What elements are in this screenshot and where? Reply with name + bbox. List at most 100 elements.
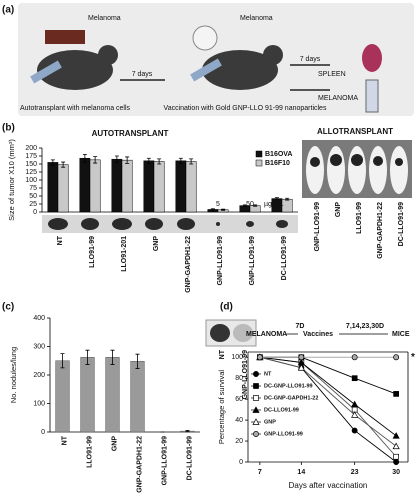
syringe bbox=[190, 58, 222, 82]
bar bbox=[79, 157, 91, 213]
legend-marker bbox=[253, 383, 259, 389]
legend-label: B16OVA bbox=[265, 151, 293, 158]
error-bar bbox=[185, 430, 190, 433]
x-tick-label: 23 bbox=[351, 469, 359, 476]
bar bbox=[89, 159, 101, 213]
error-bar bbox=[125, 156, 130, 164]
point bbox=[351, 427, 358, 434]
bar bbox=[185, 161, 197, 213]
photo-label: LLO91-99 bbox=[356, 202, 363, 234]
legend-label: NT bbox=[264, 371, 272, 377]
inset-label: GNP-LLO91-99 bbox=[242, 350, 249, 400]
legend-swatch bbox=[255, 150, 263, 158]
x-tick-label: LLO91-99 bbox=[89, 236, 96, 268]
lung-image bbox=[233, 324, 253, 342]
error-bar bbox=[93, 156, 98, 164]
tube-image bbox=[365, 79, 379, 113]
y-tick-label: 60 bbox=[235, 396, 243, 403]
error-bar bbox=[178, 157, 183, 164]
error-bar bbox=[135, 353, 140, 369]
caption: Vaccination with Gold GNP-LLO 91-99 nano… bbox=[164, 105, 327, 112]
legend-label: DC-GNP-LLO91-99 bbox=[264, 383, 313, 389]
tumors-photo bbox=[310, 154, 403, 167]
bar bbox=[55, 360, 70, 433]
error-bar bbox=[60, 353, 65, 369]
point bbox=[351, 411, 359, 418]
mouse bbox=[37, 50, 113, 90]
legend-label: DC-GNP-GAPDH1-22 bbox=[264, 395, 318, 401]
y-tick-label: 25 bbox=[29, 201, 37, 208]
y-tick-label: 175 bbox=[25, 153, 37, 160]
bar bbox=[111, 158, 123, 213]
y-tick-label: 0 bbox=[33, 209, 37, 216]
point bbox=[256, 354, 263, 361]
y-tick-label: 0 bbox=[239, 459, 243, 466]
mouse-head bbox=[263, 45, 283, 65]
legend-label: GNP bbox=[264, 419, 276, 425]
point bbox=[393, 354, 400, 361]
x-tick-label: GNP bbox=[111, 436, 118, 452]
legend-marker bbox=[253, 395, 259, 401]
inset-label: NT bbox=[219, 349, 226, 359]
bar bbox=[175, 160, 187, 213]
melanoma-cells bbox=[45, 30, 85, 44]
error-bar bbox=[242, 204, 247, 207]
x-tick-label: DC-LLO91-99 bbox=[281, 236, 288, 280]
label: 7 days bbox=[300, 56, 321, 63]
point bbox=[351, 400, 359, 408]
error-bar bbox=[114, 155, 119, 163]
legend-marker bbox=[253, 431, 259, 437]
point bbox=[351, 354, 358, 361]
x-tick-label: GNP-LLO91-99 bbox=[161, 436, 168, 486]
error-bar bbox=[210, 208, 215, 211]
y-tick-label: 75 bbox=[29, 185, 37, 192]
point bbox=[297, 363, 305, 371]
point bbox=[393, 459, 400, 465]
bar bbox=[80, 357, 95, 433]
bar bbox=[143, 160, 155, 213]
y-tick-label: 80 bbox=[235, 375, 243, 382]
chart-title: AUTOTRANSPLANT bbox=[92, 129, 169, 138]
y-tick-label: 100 bbox=[25, 177, 37, 184]
legend-label: B16F10 bbox=[265, 160, 290, 167]
panel-label: (b) bbox=[2, 123, 15, 134]
annotation: MELANOMA bbox=[246, 331, 287, 338]
y-tick-label: 0 bbox=[41, 429, 45, 436]
line bbox=[259, 356, 397, 437]
y-tick-label: 100 bbox=[231, 354, 243, 361]
label: MELANOMA bbox=[318, 95, 358, 102]
label: 7 days bbox=[132, 71, 153, 78]
label: Melanoma bbox=[240, 15, 273, 22]
spleen-image bbox=[362, 44, 382, 72]
photo-label: DC-LLO91-99 bbox=[398, 202, 405, 246]
x-tick-label: LLO91-99 bbox=[86, 436, 93, 468]
y-tick-label: 100 bbox=[33, 400, 45, 407]
x-tick-label: GNP-GAPDH1-22 bbox=[136, 436, 143, 493]
lung-image bbox=[210, 324, 230, 342]
annotation: 7D bbox=[296, 323, 305, 330]
x-tick-label: 7 bbox=[258, 469, 262, 476]
label: SPLEEN bbox=[318, 71, 346, 78]
point bbox=[392, 442, 400, 450]
x-tick-label: NT bbox=[61, 435, 68, 445]
bar bbox=[47, 162, 59, 213]
x-tick-label: GNP bbox=[153, 236, 160, 252]
panel-label: (c) bbox=[2, 302, 14, 313]
bar bbox=[105, 357, 120, 433]
annotation: 5 bbox=[216, 201, 220, 208]
mice-photo bbox=[306, 146, 408, 194]
y-tick-label: 20 bbox=[235, 438, 243, 445]
bar bbox=[57, 164, 69, 213]
x-tick-label: 14 bbox=[297, 469, 305, 476]
legend-marker bbox=[252, 418, 260, 425]
mouse-head bbox=[98, 45, 118, 65]
error-bar bbox=[85, 349, 90, 365]
error-bar bbox=[253, 204, 258, 207]
annotation: 50 bbox=[246, 201, 254, 208]
error-bar bbox=[50, 159, 55, 166]
y-tick-label: 125 bbox=[25, 169, 37, 176]
bar bbox=[121, 159, 133, 213]
legend-swatch bbox=[255, 159, 263, 167]
annotation: Vaccines bbox=[303, 331, 333, 338]
point bbox=[392, 432, 400, 439]
